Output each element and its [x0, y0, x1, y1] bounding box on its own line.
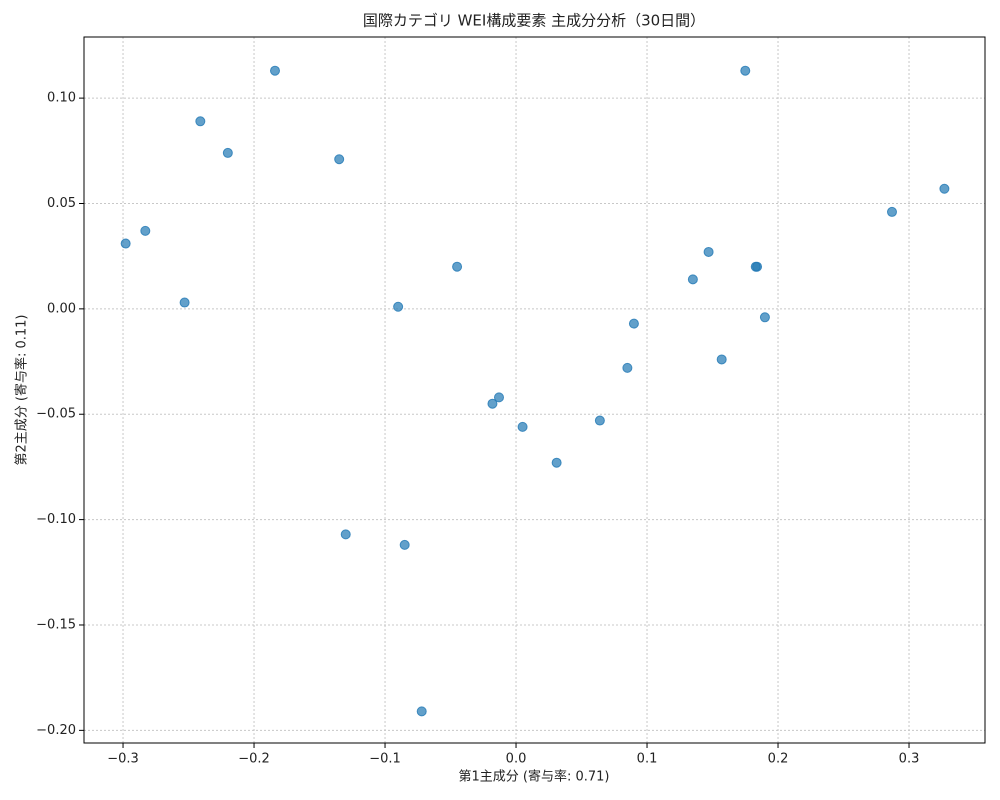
point	[703, 246, 714, 257]
y-tick-label: 0.05	[47, 196, 76, 211]
point	[179, 297, 190, 308]
point	[393, 301, 404, 312]
point	[622, 362, 633, 373]
point	[334, 154, 345, 165]
x-tick-label: −0.2	[238, 752, 270, 767]
x-tick-label: 0.2	[768, 752, 789, 767]
y-tick-label: −0.15	[36, 617, 76, 632]
point	[551, 457, 562, 468]
point	[195, 116, 206, 127]
x-axis-label: 第1主成分 (寄与率: 0.71)	[458, 769, 609, 785]
y-tick-label: −0.10	[36, 512, 76, 527]
point	[594, 415, 605, 426]
x-tick-label: 0.1	[637, 752, 658, 767]
point	[452, 261, 463, 272]
x-tick-label: −0.1	[369, 752, 401, 767]
point	[140, 225, 151, 236]
point	[222, 147, 233, 158]
point	[340, 529, 351, 540]
y-tick-label: 0.00	[47, 301, 76, 316]
point	[628, 318, 639, 329]
y-axis-label: 第2主成分 (寄与率: 0.11)	[14, 314, 30, 465]
point	[120, 238, 131, 249]
point	[487, 398, 498, 409]
point	[759, 312, 770, 323]
point	[886, 206, 897, 217]
point	[687, 274, 698, 285]
x-tick-label: −0.3	[107, 752, 139, 767]
point	[493, 392, 504, 403]
point	[939, 183, 950, 194]
point	[269, 65, 280, 76]
y-tick-label: −0.20	[36, 723, 76, 738]
point	[740, 65, 751, 76]
point	[517, 421, 528, 432]
point	[399, 539, 410, 550]
plot-frame	[83, 36, 986, 744]
x-tick-label: 0.0	[506, 752, 527, 767]
y-tick-label: 0.10	[47, 91, 76, 106]
y-tick-label: −0.05	[36, 407, 76, 422]
x-tick-label: 0.3	[899, 752, 920, 767]
chart-title: 国際カテゴリ WEI構成要素 主成分分析（30日間）	[363, 12, 705, 30]
point	[716, 354, 727, 365]
point	[750, 261, 761, 272]
point	[416, 706, 427, 717]
